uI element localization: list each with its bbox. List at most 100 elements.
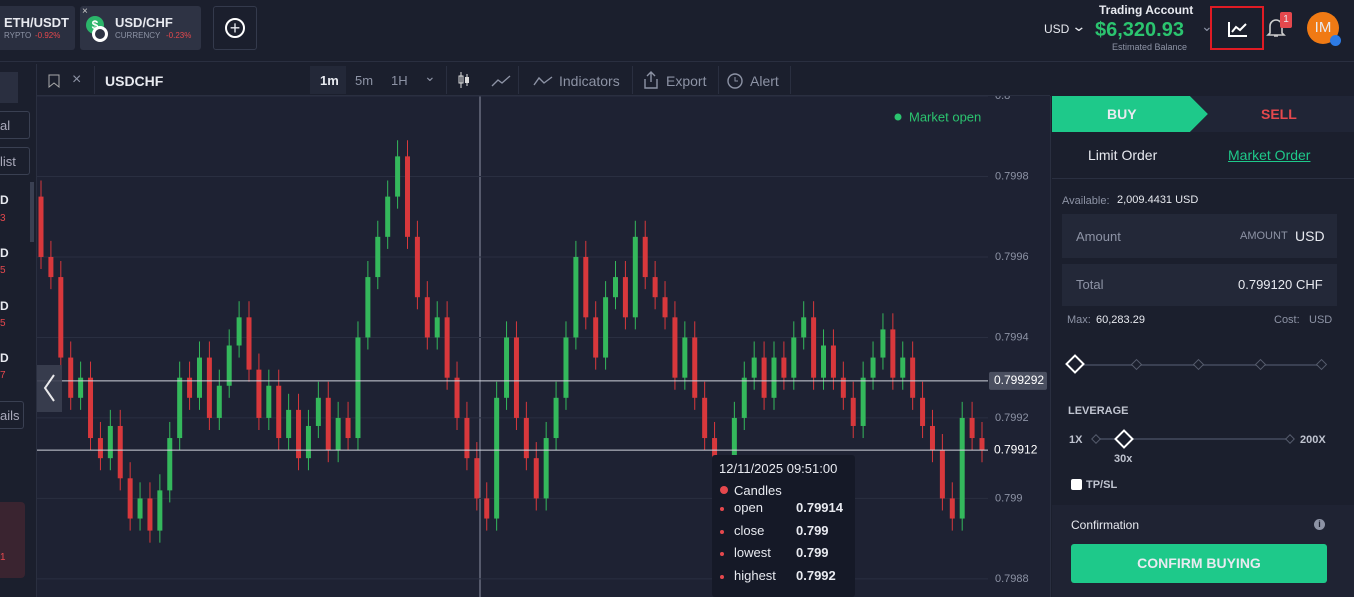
interval[interactable]: 1m	[320, 73, 339, 88]
alert-button[interactable]: Alert	[750, 73, 779, 89]
row-label: highest	[734, 567, 776, 583]
y-tick-label: 0.799	[995, 492, 1023, 504]
y-tick-label: 0.7988	[995, 573, 1029, 585]
crosshair-price-tag: 0.799292	[994, 373, 1044, 387]
candles	[38, 140, 985, 543]
row-value: 0.799	[796, 545, 829, 560]
available-value: 2,009.4431 USD	[1117, 194, 1199, 206]
status-dot	[894, 113, 902, 121]
candle-body	[196, 357, 202, 398]
separator	[718, 66, 719, 94]
bookmark-icon[interactable]	[48, 74, 60, 88]
market-status: Market open	[909, 109, 981, 124]
interval[interactable]: 1H	[391, 73, 408, 88]
candle-body	[801, 317, 807, 338]
tab-change: -0.23%	[166, 31, 192, 40]
chevron[interactable]: ⌄	[424, 68, 436, 84]
indicators-button[interactable]: Indicators	[559, 73, 620, 89]
row-label: lowest	[734, 545, 771, 560]
candle-body	[375, 236, 381, 278]
tab-change: -0.92%	[35, 31, 61, 40]
separator	[790, 66, 791, 94]
bell-icon[interactable]	[1266, 17, 1286, 39]
candle-body	[256, 369, 262, 418]
candle-body	[68, 357, 74, 398]
unit-caption: AMOUNT	[1240, 230, 1288, 242]
row-value: 0.7992	[796, 567, 836, 583]
max-label: Max:	[1067, 314, 1091, 326]
interval-selected	[310, 66, 346, 94]
candle-body	[226, 345, 232, 386]
currency-select[interactable]: USD	[1044, 22, 1070, 36]
candle-body	[424, 297, 430, 338]
candle-body	[603, 297, 609, 358]
candle-body	[414, 236, 420, 298]
tab-close[interactable]: ×	[82, 6, 88, 17]
candle-body	[404, 156, 410, 237]
axis: 0.8 0.7998 0.7996 0.7994 0.7992 0.799 0.7988	[995, 96, 1029, 585]
close-icon[interactable]: ×	[72, 71, 82, 88]
sidebar-button[interactable]: al	[0, 111, 30, 139]
candle-body	[88, 377, 94, 439]
candle-body	[513, 337, 519, 418]
export-button[interactable]: Export	[666, 73, 707, 89]
field-label: Amount	[1076, 229, 1121, 244]
balance: $6,320.93	[1095, 19, 1184, 41]
y-tick-label: 0.7992	[995, 412, 1029, 424]
indicators-icon[interactable]	[533, 75, 553, 87]
candle-body	[583, 256, 589, 318]
balance-caption: Estimated Balance	[1112, 42, 1188, 52]
candle-body	[821, 345, 827, 378]
leverage-label: LEVERAGE	[1068, 405, 1129, 417]
candle-body	[642, 236, 648, 278]
sidebar-button[interactable]: list	[0, 147, 30, 175]
sell-tab[interactable]: SELL	[1261, 106, 1297, 122]
confirm-button[interactable]: CONFIRM BUYING	[1071, 544, 1327, 583]
cost-unit: USD	[1309, 314, 1333, 326]
tab-kind: CURRENCY	[115, 31, 161, 40]
candle-icon[interactable]	[457, 71, 471, 89]
tpsl-checkbox[interactable]	[1071, 479, 1082, 490]
candle-body	[781, 357, 787, 378]
row-label: open	[734, 500, 763, 515]
series-dot	[720, 486, 728, 494]
currency-icon	[92, 26, 108, 42]
amount-field[interactable]: Amount AMOUNT USD	[1062, 214, 1337, 258]
add-tab-button[interactable]: +	[213, 6, 257, 50]
order-type[interactable]: Market Order	[1228, 147, 1311, 163]
sidebar-button[interactable]: ails	[0, 401, 24, 429]
candle-body	[385, 196, 391, 237]
sidebar-button[interactable]	[0, 72, 18, 103]
pair-change: 3	[0, 213, 6, 224]
arrow-icon	[43, 374, 55, 402]
leverage-min: 1X	[1069, 434, 1083, 446]
chevron: ⌄	[1201, 18, 1213, 34]
leverage-value: 30x	[1114, 453, 1133, 465]
last-price-tag: 0.79912	[994, 442, 1038, 456]
alert-icon[interactable]	[726, 71, 744, 89]
export-icon[interactable]	[643, 71, 659, 89]
candle-body	[474, 458, 480, 499]
row-value: 0.799	[796, 522, 829, 538]
pair-change: 5	[0, 265, 6, 276]
amount-slider[interactable]	[1064, 353, 1334, 377]
candle-body	[533, 458, 539, 499]
tab[interactable]	[0, 6, 75, 50]
collapse-button[interactable]	[37, 365, 62, 412]
candle-body	[444, 317, 450, 378]
interval[interactable]: 5m	[355, 73, 374, 88]
candle-body	[325, 397, 331, 451]
chart-button[interactable]	[1210, 6, 1264, 50]
account-title: Trading Account	[1099, 3, 1194, 17]
candle-body	[454, 377, 460, 418]
order-type[interactable]: Limit Order	[1088, 147, 1158, 163]
buy-tab[interactable]: BUY	[1107, 106, 1137, 122]
candle-body	[573, 256, 579, 338]
leverage-slider[interactable]	[1090, 429, 1296, 449]
candle-body	[811, 317, 817, 378]
pair-change: 5	[0, 318, 6, 329]
tab-symbol: USD/CHF	[115, 15, 173, 30]
info-icon[interactable]: i	[1314, 519, 1325, 530]
candle-body	[761, 357, 767, 398]
line-icon[interactable]	[491, 74, 511, 88]
